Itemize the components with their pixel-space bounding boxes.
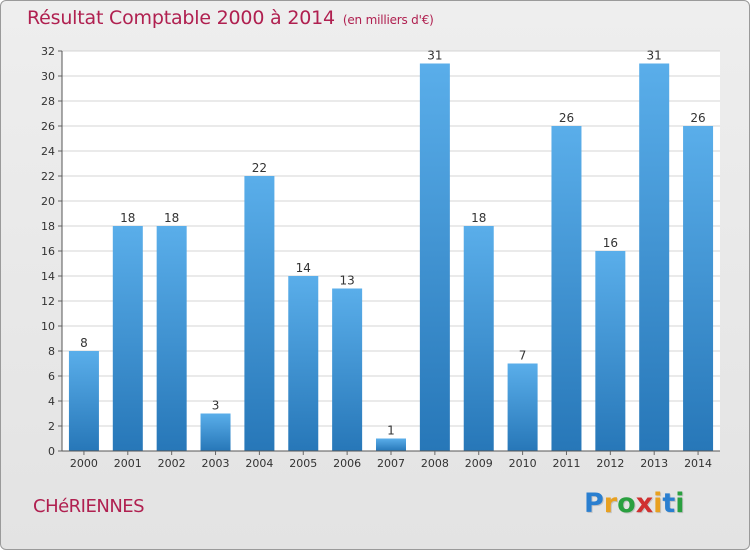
- y-tick-label: 20: [41, 195, 55, 208]
- x-tick-label: 2003: [202, 457, 230, 470]
- y-tick-label: 0: [48, 445, 55, 458]
- y-tick-label: 6: [48, 370, 55, 383]
- bar-2004: [244, 176, 275, 451]
- bar-2008: [419, 63, 450, 451]
- y-tick-label: 14: [41, 270, 55, 283]
- data-label: 18: [471, 211, 486, 225]
- data-label: 26: [559, 111, 574, 125]
- y-tick-label: 16: [41, 245, 55, 258]
- data-label: 16: [603, 236, 618, 250]
- logo-letter: i: [653, 488, 663, 519]
- x-tick-label: 2011: [552, 457, 580, 470]
- bar-2014: [683, 126, 714, 451]
- chart-title: Résultat Comptable 2000 à 2014 (en millie…: [27, 7, 434, 29]
- data-label: 1: [387, 424, 395, 438]
- x-tick-label: 2010: [509, 457, 537, 470]
- x-tick-label: 2005: [289, 457, 317, 470]
- y-tick-label: 18: [41, 220, 55, 233]
- logo-letter: x: [635, 488, 654, 519]
- x-tick-label: 2012: [596, 457, 624, 470]
- bar-2001: [112, 226, 143, 451]
- bar-2009: [463, 226, 494, 451]
- data-label: 7: [519, 349, 527, 363]
- data-label: 31: [647, 49, 662, 63]
- bar-2006: [332, 288, 363, 451]
- data-label: 26: [690, 111, 705, 125]
- bar-2013: [639, 63, 670, 451]
- x-tick-label: 2008: [421, 457, 449, 470]
- chart-subtitle: (en milliers d'€): [342, 13, 434, 27]
- bar-2000: [68, 351, 99, 451]
- x-tick-label: 2007: [377, 457, 405, 470]
- data-label: 22: [252, 161, 267, 175]
- x-tick-label: 2006: [333, 457, 361, 470]
- logo-letter: t: [662, 488, 676, 519]
- y-tick-label: 28: [41, 95, 55, 108]
- bar-2012: [595, 251, 626, 451]
- y-tick-label: 26: [41, 120, 55, 133]
- x-tick-label: 2009: [465, 457, 493, 470]
- data-label: 13: [339, 274, 354, 288]
- y-tick-label: 30: [41, 70, 55, 83]
- y-tick-label: 12: [41, 295, 55, 308]
- bar-2010: [507, 363, 538, 451]
- x-tick-label: 2013: [640, 457, 668, 470]
- x-tick-label: 2014: [684, 457, 712, 470]
- data-label: 3: [212, 399, 220, 413]
- y-tick-label: 24: [41, 145, 55, 158]
- logo-letter: r: [603, 488, 618, 519]
- logo-letter: i: [675, 488, 685, 519]
- data-label: 8: [80, 336, 88, 350]
- x-tick-label: 2001: [114, 457, 142, 470]
- bar-2003: [200, 413, 231, 451]
- y-tick-label: 4: [48, 395, 55, 408]
- x-tick-label: 2000: [70, 457, 98, 470]
- data-label: 18: [120, 211, 135, 225]
- bar-2011: [551, 126, 582, 451]
- y-tick-label: 10: [41, 320, 55, 333]
- bar-2002: [156, 226, 187, 451]
- y-tick-label: 2: [48, 420, 55, 433]
- data-label: 14: [296, 261, 311, 275]
- x-tick-label: 2002: [158, 457, 186, 470]
- proxiti-logo[interactable]: Proxiti: [584, 488, 685, 519]
- x-tick-label: 2004: [245, 457, 273, 470]
- bar-2005: [288, 276, 319, 451]
- bar-2007: [376, 438, 406, 451]
- data-label: 31: [427, 49, 442, 63]
- y-tick-label: 32: [41, 45, 55, 58]
- logo-letter: P: [584, 488, 604, 519]
- commune-name: CHéRIENNES: [33, 496, 145, 517]
- data-label: 18: [164, 211, 179, 225]
- y-tick-label: 8: [48, 345, 55, 358]
- y-tick-label: 22: [41, 170, 55, 183]
- logo-letter: o: [617, 488, 636, 519]
